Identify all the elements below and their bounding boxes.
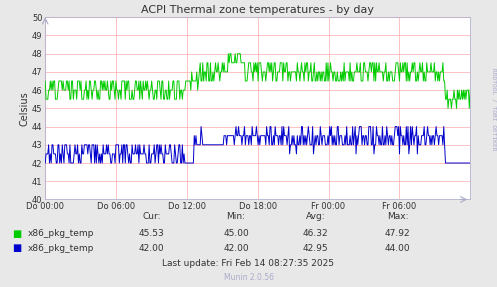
Text: Max:: Max:: [387, 212, 409, 221]
Text: Min:: Min:: [227, 212, 246, 221]
Text: Avg:: Avg:: [306, 212, 326, 221]
Text: ■: ■: [12, 243, 22, 253]
Text: 46.32: 46.32: [303, 229, 329, 238]
Text: 42.00: 42.00: [139, 244, 165, 253]
Text: Last update: Fri Feb 14 08:27:35 2025: Last update: Fri Feb 14 08:27:35 2025: [163, 259, 334, 268]
Text: 42.95: 42.95: [303, 244, 329, 253]
Y-axis label: Celsius: Celsius: [19, 91, 29, 126]
Text: x86_pkg_temp: x86_pkg_temp: [27, 229, 94, 238]
Text: Munin 2.0.56: Munin 2.0.56: [224, 273, 273, 282]
Text: 45.53: 45.53: [139, 229, 165, 238]
Title: ACPI Thermal zone temperatures - by day: ACPI Thermal zone temperatures - by day: [141, 5, 374, 15]
Text: Cur:: Cur:: [142, 212, 161, 221]
Text: 44.00: 44.00: [385, 244, 411, 253]
Text: 45.00: 45.00: [223, 229, 249, 238]
Text: x86_pkg_temp: x86_pkg_temp: [27, 244, 94, 253]
Text: 42.00: 42.00: [223, 244, 249, 253]
Text: ■: ■: [12, 229, 22, 239]
Text: 47.92: 47.92: [385, 229, 411, 238]
Text: RRDTOOL / TOBI OETIKER: RRDTOOL / TOBI OETIKER: [491, 68, 496, 150]
